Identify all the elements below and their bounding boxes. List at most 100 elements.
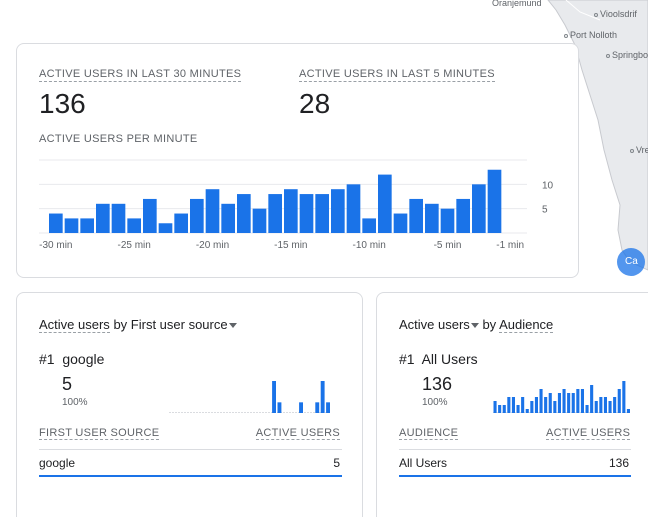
sparkline-bar (544, 397, 548, 413)
sparkline-chart (169, 381, 331, 413)
chart-bar[interactable] (174, 213, 188, 233)
top-item: #1 google (39, 351, 105, 367)
table-row-value: 136 (609, 456, 630, 470)
x-tick-label: -1 min (496, 240, 524, 251)
chart-title: ACTIVE USERS PER MINUTE (39, 133, 198, 145)
dimension-selector[interactable]: First user source (130, 317, 228, 332)
chart-bar[interactable] (284, 189, 298, 233)
sparkline-bar (299, 402, 303, 413)
sparkline-bar (553, 401, 557, 413)
top-item-percent: 100% (62, 397, 88, 408)
chart-bar[interactable] (143, 198, 157, 233)
sparkline-bar (557, 393, 561, 413)
sparkline-bar (599, 397, 603, 413)
map-place-label: Springbok (606, 50, 648, 60)
x-tick-label: -20 min (196, 240, 229, 251)
chart-bar[interactable] (472, 184, 486, 233)
sparkline-bar (594, 401, 598, 413)
caret-down-icon[interactable] (228, 323, 237, 329)
sparkline-bar (326, 402, 330, 413)
chart-bar[interactable] (96, 203, 110, 233)
sparkline-bar (548, 393, 552, 413)
top-item-percent: 100% (422, 397, 448, 408)
chart-bar[interactable] (205, 189, 220, 233)
map-place-label: Vioolsdrif (594, 9, 637, 19)
sparkline-bar (622, 381, 626, 413)
sparkline-bar (603, 397, 607, 413)
audience-card: Active users by Audience #1 All Users 13… (376, 292, 648, 517)
chart-bar[interactable] (331, 189, 345, 233)
chart-bar[interactable] (456, 198, 470, 233)
column-header-active-users[interactable]: ACTIVE USERS (546, 427, 631, 440)
card-header: Active users by Audience (399, 317, 554, 333)
divider (399, 449, 631, 450)
card-header: Active users by First user source (39, 317, 237, 333)
chart-bar[interactable] (393, 213, 408, 233)
chart-bar[interactable] (299, 194, 314, 233)
table-row-name: google (39, 456, 76, 470)
by-text: by (482, 317, 497, 332)
table-row-bar (399, 475, 631, 477)
divider (39, 449, 342, 450)
sparkline-bar (617, 389, 621, 413)
top-item: #1 All Users (399, 351, 478, 367)
chart-bar[interactable] (362, 218, 376, 233)
sparkline-bar (320, 381, 325, 413)
metric-title-5min[interactable]: ACTIVE USERS IN LAST 5 MINUTES (299, 68, 495, 82)
by-text: by (113, 317, 128, 332)
chart-bar[interactable] (80, 218, 94, 233)
y-tick-label: 10 (542, 180, 554, 191)
sparkline-chart (493, 381, 631, 413)
sparkline-bar (516, 405, 520, 413)
column-header-source[interactable]: FIRST USER SOURCE (39, 427, 160, 440)
chart-bar[interactable] (425, 203, 439, 233)
active-users-per-minute-chart[interactable]: 10 5 -30 min -25 min -20 min -15 min -10 min -5… (17, 44, 580, 279)
sparkline-bar (521, 397, 525, 413)
column-header-audience[interactable]: AUDIENCE (399, 427, 459, 440)
y-tick-label: 5 (542, 205, 548, 216)
chart-bar[interactable] (190, 198, 204, 233)
chart-bar[interactable] (440, 208, 455, 233)
table-row-name: All Users (399, 456, 448, 470)
map-place-label: Oranjemund (492, 0, 542, 8)
chart-bar[interactable] (487, 169, 502, 233)
sparkline-bar (626, 409, 630, 413)
sparkline-bar (272, 381, 276, 413)
dimension-selector[interactable]: Audience (499, 317, 554, 333)
chart-bar[interactable] (64, 218, 79, 233)
sparkline-bar (567, 393, 571, 413)
metric-selector[interactable]: Active users (39, 317, 110, 333)
chart-bar[interactable] (346, 184, 361, 233)
sparkline-bar (498, 405, 502, 413)
metric-selector[interactable]: Active users (399, 317, 470, 332)
chart-bar[interactable] (409, 198, 423, 233)
chart-bar[interactable] (315, 194, 329, 233)
map-place-label: Port Nolloth (564, 30, 617, 40)
column-header-active-users[interactable]: ACTIVE USERS (255, 427, 340, 440)
chart-bar[interactable] (237, 194, 251, 233)
sparkline-bar (613, 397, 617, 413)
sparkline-bar (315, 402, 320, 413)
chart-bar[interactable] (252, 208, 267, 233)
chart-bar[interactable] (378, 174, 392, 233)
metric-value-30min: 136 (39, 88, 86, 119)
x-tick-label: -30 min (39, 240, 72, 251)
sparkline-bar (562, 389, 566, 413)
chart-bar[interactable] (158, 223, 173, 233)
chart-bar[interactable] (49, 213, 63, 233)
x-tick-label: -25 min (117, 240, 150, 251)
table-row-value: 5 (333, 456, 340, 470)
top-item-value: 5 (62, 374, 73, 394)
realtime-overview-card: ACTIVE USERS IN LAST 30 MINUTES 136 ACTI… (16, 43, 579, 278)
metric-title-30min[interactable]: ACTIVE USERS IN LAST 30 MINUTES (39, 68, 242, 82)
chart-bar[interactable] (268, 194, 282, 233)
chart-bar[interactable] (111, 203, 126, 233)
sparkline-bar (585, 405, 589, 413)
location-marker[interactable]: Ca (617, 248, 645, 276)
x-tick-label: -10 min (352, 240, 385, 251)
caret-down-icon[interactable] (470, 323, 479, 329)
chart-bar[interactable] (127, 218, 141, 233)
sparkline-bar (534, 397, 538, 413)
chart-bar[interactable] (221, 203, 235, 233)
sparkline-bar (511, 397, 515, 413)
